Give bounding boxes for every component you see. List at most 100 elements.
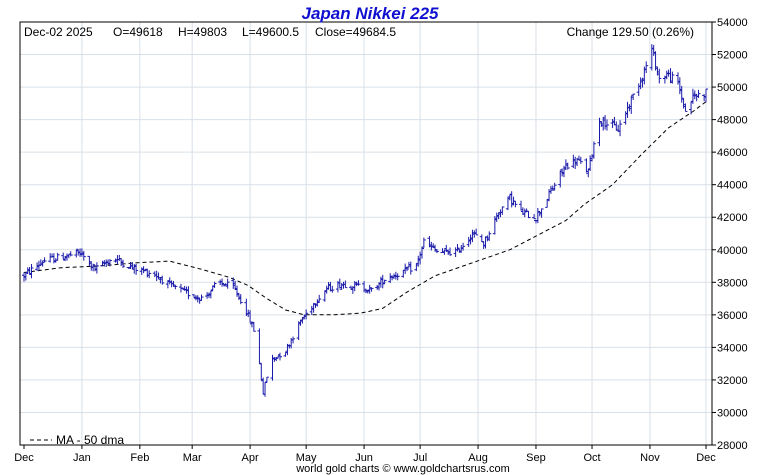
ohlc-bar-254 xyxy=(683,103,688,112)
ohlc-bar-24 xyxy=(81,250,86,261)
footer-credit: world gold charts © www.goldchartsrus.co… xyxy=(295,463,510,475)
ohlc-bar-214 xyxy=(578,156,583,164)
y-tick-label-5: 38000 xyxy=(717,277,748,289)
ohlc-bar-14 xyxy=(55,252,60,261)
chart-title: Japan Nikkei 225 xyxy=(301,4,439,23)
ohlc-bar-4 xyxy=(29,264,34,279)
header-open: O=49618 xyxy=(113,25,163,39)
x-tick-label-0: Dec xyxy=(14,452,34,464)
ohlc-bar-109 xyxy=(304,309,309,320)
ohlc-bar-219 xyxy=(591,141,596,159)
ohlc-bar-192 xyxy=(522,208,527,218)
x-tick-label-1: Jan xyxy=(73,452,91,464)
ohlc-bar-134 xyxy=(369,287,374,292)
ohlc-bar-129 xyxy=(356,280,361,286)
ohlc-bar-189 xyxy=(513,200,518,208)
ohlc-bar-89 xyxy=(251,321,256,332)
ohlc-bar-124 xyxy=(343,280,348,289)
y-tick-label-3: 34000 xyxy=(717,342,748,354)
y-tick-label-6: 40000 xyxy=(717,245,748,257)
ohlc-bar-153 xyxy=(419,246,424,259)
x-tick-label-4: Apr xyxy=(242,452,259,464)
y-tick-label-9: 46000 xyxy=(717,147,748,159)
ohlc-bar-138 xyxy=(380,274,385,289)
ohlc-bar-72 xyxy=(208,290,213,299)
y-axis: 28000 30000 32000 34000 36000 38000 40000 42000… xyxy=(712,17,748,452)
ohlc-bar-199 xyxy=(539,208,544,218)
y-tick-label-10: 48000 xyxy=(717,115,748,127)
ohlc-bar-166 xyxy=(455,243,460,252)
ohlc-bar-195 xyxy=(532,214,537,220)
header-low: L=49600.5 xyxy=(242,25,299,39)
ohlc-bar-261 xyxy=(704,88,708,103)
ohlc-bar-234 xyxy=(631,93,636,100)
x-tick-label-11: Nov xyxy=(640,452,660,464)
ohlc-bar-79 xyxy=(225,278,230,289)
ohlc-bar-99 xyxy=(277,352,282,361)
ohlc-bar-144 xyxy=(395,273,400,281)
ohlc-bar-159 xyxy=(434,249,439,254)
header-date: Dec-02 2025 xyxy=(24,25,93,39)
ohlc-bar-8 xyxy=(40,260,45,267)
ohlc-bar-9 xyxy=(42,257,47,263)
ohlc-bar-74 xyxy=(212,281,217,288)
bars-layer xyxy=(22,44,708,397)
ohlc-bar-184 xyxy=(500,206,505,215)
ohlc-bar-76 xyxy=(220,278,225,287)
ohlc-bar-64 xyxy=(186,286,191,300)
ohlc-bar-204 xyxy=(552,182,557,191)
ohlc-bar-259 xyxy=(696,89,701,98)
x-tick-label-7: Jul xyxy=(413,452,427,464)
ohlc-bar-224 xyxy=(604,119,609,131)
y-tick-label-8: 44000 xyxy=(717,180,748,192)
ohlc-bar-244 xyxy=(657,68,662,84)
ohlc-bar-194 xyxy=(526,210,531,219)
y-tick-label-12: 52000 xyxy=(717,50,748,62)
ohlc-bar-139 xyxy=(382,279,387,284)
ohlc-bar-90 xyxy=(257,328,262,364)
ohlc-bar-34 xyxy=(107,259,112,267)
header-high: H=49803 xyxy=(178,25,227,39)
ohlc-bar-119 xyxy=(330,285,335,293)
ma-layer xyxy=(23,101,707,316)
x-tick-label-3: Mar xyxy=(183,452,202,464)
ohlc-bar-84 xyxy=(238,294,243,305)
ma-50-line xyxy=(23,101,707,316)
x-tick-label-6: Jun xyxy=(355,452,373,464)
y-tick-label-0: 28000 xyxy=(717,440,748,452)
y-tick-label-11: 50000 xyxy=(717,82,748,94)
x-axis: Dec Jan Feb Mar Apr May Jun Jul Aug Sep Oct Nov Dec xyxy=(14,445,716,464)
ohlc-bar-209 xyxy=(565,162,570,170)
ohlc-bar-249 xyxy=(670,71,675,84)
ohlc-bar-174 xyxy=(474,228,479,236)
ohlc-bar-19 xyxy=(68,251,73,257)
y-tick-label-7: 42000 xyxy=(717,212,748,224)
ohlc-bar-94 xyxy=(264,376,269,383)
ohlc-bar-149 xyxy=(408,261,413,275)
ohlc-bar-69 xyxy=(199,294,204,301)
ohlc-bar-252 xyxy=(679,85,684,103)
ohlc-bar-49 xyxy=(147,270,152,279)
header-change: Change 129.50 (0.26%) xyxy=(567,25,694,39)
y-tick-label-1: 30000 xyxy=(717,407,748,419)
header-close: Close=49684.5 xyxy=(315,25,396,39)
legend-ma-label: MA - 50 dma xyxy=(56,433,124,447)
x-tick-label-2: Feb xyxy=(130,452,149,464)
x-tick-label-5: May xyxy=(296,452,317,464)
ohlc-bar-114 xyxy=(317,294,322,303)
x-tick-label-9: Sep xyxy=(526,452,546,464)
ohlc-bar-164 xyxy=(448,247,453,256)
ohlc-bar-59 xyxy=(173,284,178,290)
y-tick-label-4: 36000 xyxy=(717,310,748,322)
ohlc-bar-29 xyxy=(94,262,99,274)
ohlc-bar-39 xyxy=(121,259,126,268)
ohlc-bar-179 xyxy=(487,231,492,241)
plot-area xyxy=(20,22,712,445)
ohlc-bar-104 xyxy=(291,336,296,344)
ohlc-bar-239 xyxy=(644,61,649,74)
ohlc-bar-54 xyxy=(160,275,165,285)
x-tick-label-8: Aug xyxy=(468,452,488,464)
ohlc-bar-169 xyxy=(461,242,466,251)
